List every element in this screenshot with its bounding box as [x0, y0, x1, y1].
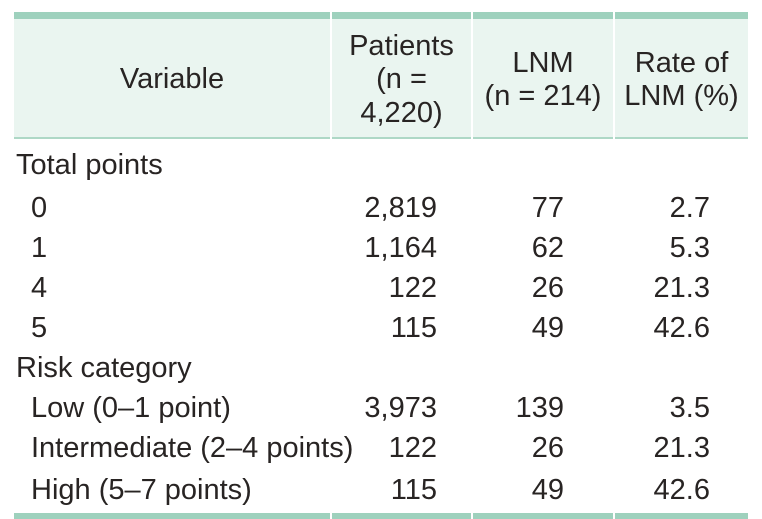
lnm-risk-table: Variable Patients (n = 4,220) LNM (n = 2…: [12, 12, 750, 519]
cell-lnm: 49: [531, 312, 564, 345]
cell-patients: [332, 349, 471, 389]
cell-variable: 4: [31, 272, 48, 305]
table-row: Low (0–1 point) 3,973 139 3.5: [14, 389, 748, 429]
cell-patients: 115: [390, 312, 437, 345]
table-row: 1 1,164 62 5.3: [14, 229, 748, 269]
cell-rate: 42.6: [653, 312, 710, 345]
cell-lnm: [473, 139, 613, 189]
cell-lnm: 26: [531, 432, 564, 465]
cell-rate: [615, 139, 748, 189]
cell-rate: 42.6: [615, 469, 748, 519]
cell-variable: 1: [31, 232, 48, 265]
cell-lnm: 26: [531, 272, 564, 305]
cell-lnm: 49: [473, 469, 613, 519]
cell-patients: 3,973: [364, 392, 437, 425]
cell-patients: 115: [332, 469, 471, 519]
cell-lnm: 77: [531, 192, 564, 225]
cell-rate: 21.3: [653, 432, 710, 465]
table-row: 0 2,819 77 2.7: [14, 189, 748, 229]
cell-rate: [615, 349, 748, 389]
column-header-rate: Rate of LNM (%): [615, 12, 748, 140]
table-header: Variable Patients (n = 4,220) LNM (n = 2…: [14, 12, 748, 140]
cell-variable: 0: [31, 192, 48, 225]
table-row-section: Total points: [14, 139, 748, 189]
column-header-variable-label: Variable: [119, 63, 225, 96]
cell-patients: 1,164: [364, 232, 437, 265]
cell-lnm: 62: [531, 232, 564, 265]
table-row: High (5–7 points) 115 49 42.6: [14, 469, 748, 519]
cell-variable: Total points: [16, 148, 163, 181]
table-body: Total points 0 2,819 77 2.7 1 1,164 62 5…: [14, 139, 748, 519]
table-row-section: Risk category: [14, 349, 748, 389]
column-header-lnm: LNM (n = 214): [473, 12, 613, 140]
cell-patients: 122: [388, 432, 437, 465]
header-row: Variable Patients (n = 4,220) LNM (n = 2…: [14, 12, 748, 140]
cell-rate: 21.3: [653, 272, 710, 305]
cell-rate: 5.3: [669, 232, 710, 265]
column-header-variable: Variable: [14, 12, 330, 140]
table-row: 4 122 26 21.3: [14, 269, 748, 309]
risk-table-container: Variable Patients (n = 4,220) LNM (n = 2…: [12, 12, 750, 519]
table-row: 5 115 49 42.6: [14, 309, 748, 349]
cell-lnm: [473, 349, 613, 389]
column-header-patients: Patients (n = 4,220): [332, 12, 471, 140]
cell-variable: Low (0–1 point): [31, 392, 231, 425]
table-row: Intermediate (2–4 points) 122 26 21.3: [14, 429, 748, 469]
cell-lnm: 139: [515, 392, 564, 425]
cell-patients: 122: [388, 272, 437, 305]
cell-variable: Risk category: [16, 352, 192, 385]
cell-rate: 3.5: [669, 392, 710, 425]
cell-patients: 2,819: [364, 192, 437, 225]
cell-variable: 5: [31, 312, 48, 345]
cell-variable: High (5–7 points): [14, 469, 330, 519]
cell-rate: 2.7: [669, 192, 710, 225]
cell-patients: [332, 139, 471, 189]
cell-variable: Intermediate (2–4 points): [31, 432, 354, 465]
